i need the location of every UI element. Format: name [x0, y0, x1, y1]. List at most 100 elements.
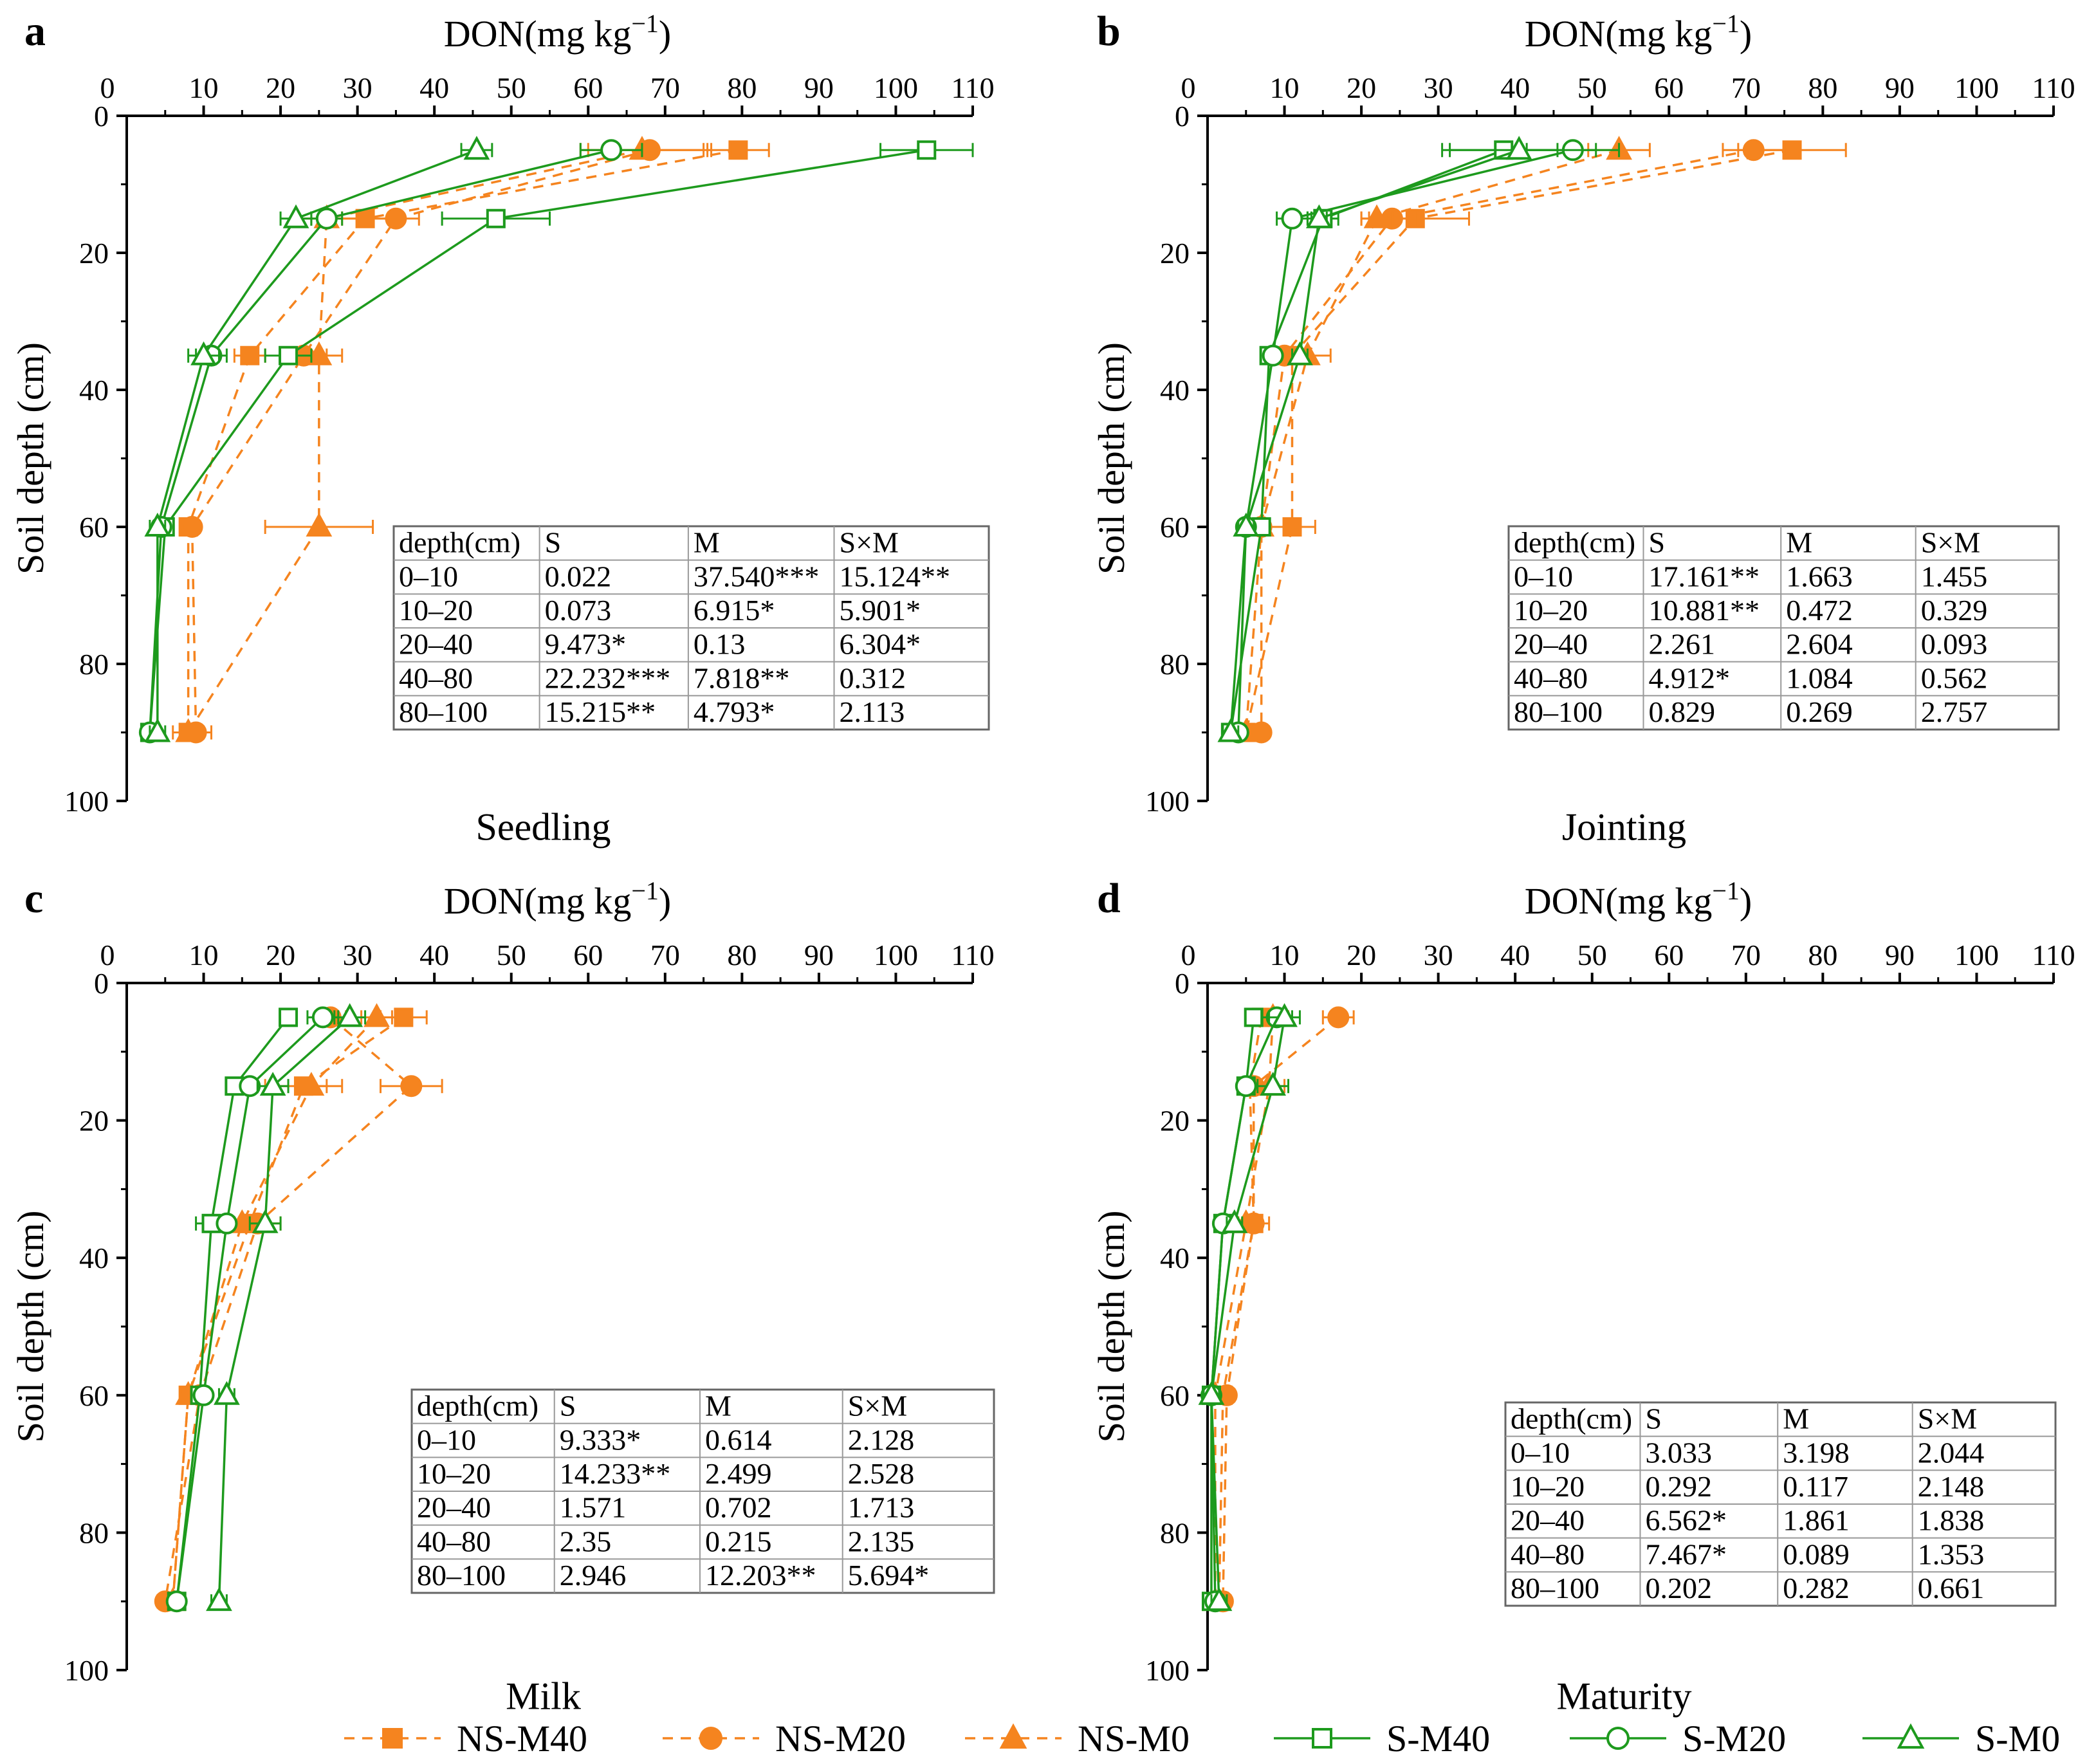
series-S-M20: [165, 1006, 340, 1613]
x-tick-label: 100: [874, 939, 918, 971]
data-point-S-M20: [1235, 1075, 1257, 1098]
table-cell: 5.694*: [848, 1559, 930, 1592]
table-cell: 20–40: [399, 628, 473, 661]
table-cell: 2.261: [1648, 628, 1715, 661]
data-point-NS-M0: [1363, 204, 1390, 228]
x-tick-label: 40: [419, 939, 449, 971]
data-point-S-M0: [1505, 136, 1532, 160]
table-cell: 2.35: [560, 1525, 612, 1557]
y-tick-label: 100: [1145, 1654, 1190, 1687]
table-cell: 1.571: [560, 1491, 627, 1524]
x-tick-label: 0: [100, 71, 115, 104]
panel-label: a: [24, 8, 46, 55]
y-tick-label: 60: [1160, 1379, 1190, 1412]
x-tick-label: 30: [1424, 939, 1453, 971]
table-cell: 15.124**: [840, 560, 951, 593]
x-tick-label: 60: [573, 939, 603, 971]
series-line-NS-M40: [171, 1016, 405, 1602]
panel-title: Maturity: [1557, 1675, 1692, 1717]
x-tick-label: 110: [951, 71, 994, 104]
y-tick-label: 40: [1160, 1242, 1190, 1274]
x-tick-label: 0: [1181, 939, 1196, 971]
x-tick-label: 0: [100, 939, 115, 971]
table-cell: 1.713: [848, 1491, 915, 1524]
table-header-cell: S×M: [840, 526, 899, 559]
x-axis-title-text: DON(mg kg: [444, 13, 632, 55]
x-tick-label: 60: [1654, 939, 1684, 971]
x-tick-label: 70: [1731, 71, 1761, 104]
data-point-S-M40: [1244, 1007, 1264, 1027]
x-tick-label: 20: [1347, 71, 1376, 104]
table-cell: 2.604: [1786, 628, 1853, 661]
data-point-S-M20: [192, 1384, 215, 1406]
data-point-S-M0: [144, 718, 171, 742]
data-point-S-M0: [1305, 204, 1332, 228]
series-line-NS-M0: [171, 1016, 378, 1602]
table-cell: 0.614: [705, 1423, 772, 1456]
x-tick-label: 80: [727, 71, 757, 104]
y-axis-title: Soil depth (cm): [1090, 342, 1132, 574]
series-NS-M0: [160, 1003, 393, 1612]
data-point-S-M0: [214, 1381, 240, 1405]
table-header-cell: S: [545, 526, 562, 559]
table-cell: 0–10: [399, 560, 458, 593]
series-line-S-M0: [1229, 149, 1520, 733]
data-point-S-M0: [1287, 341, 1313, 365]
anova-table: depth(cm) S M S×M 0–10 3.033 3.198 2.044 10–20 0.…: [1504, 1401, 2057, 1607]
x-tick-label: 50: [1577, 939, 1607, 971]
table-cell: 4.793*: [694, 695, 775, 728]
x-axis-title-text: DON(mg kg: [444, 880, 632, 922]
y-tick-label: 0: [1175, 100, 1190, 133]
x-axis-title: DON(mg kg−1): [444, 876, 671, 922]
y-tick-label: 60: [1160, 511, 1190, 544]
y-tick-label: 40: [79, 374, 109, 407]
x-tick-label: 40: [1500, 71, 1530, 104]
table-cell: 0.093: [1921, 628, 1988, 661]
y-tick-label: 20: [79, 1105, 109, 1137]
table-header-cell: M: [694, 526, 720, 559]
panel-title: Milk: [506, 1675, 581, 1717]
legend-item-S-M20: S-M20: [1570, 1718, 1786, 1759]
legend-label: S-M40: [1386, 1718, 1490, 1759]
data-point-S-M0: [1233, 512, 1260, 537]
data-point-S-M40: [279, 345, 299, 365]
table-cell: 5.901*: [840, 594, 921, 627]
y-tick-label: 0: [94, 967, 109, 1000]
table-cell: 22.232***: [545, 661, 671, 694]
panel-title: Seedling: [476, 805, 611, 848]
y-tick-label: 80: [1160, 1516, 1190, 1549]
y-tick-label: 60: [79, 511, 109, 544]
panel-c: c DON(mg kg−1) Soil depth (cm) Milk 0 10 20 30 4…: [10, 875, 995, 1717]
y-axis-title: Soil depth (cm): [10, 1211, 51, 1443]
table-cell: 40–80: [1514, 661, 1588, 694]
x-axis-title: DON(mg kg−1): [1525, 9, 1752, 55]
data-point-S-M0: [259, 1072, 286, 1096]
table-header-cell: depth(cm): [1514, 526, 1635, 559]
x-tick-label: 90: [1885, 71, 1915, 104]
y-tick-label: 40: [79, 1242, 109, 1274]
x-tick-label: 10: [189, 71, 219, 104]
data-point-S-M20: [1281, 207, 1303, 230]
y-axis-title: Soil depth (cm): [1090, 1211, 1132, 1443]
x-axis-title-sup: −1: [631, 9, 659, 38]
x-axis-title-sup: −1: [1712, 9, 1740, 38]
data-point-S-M0: [1271, 1003, 1298, 1027]
y-tick-label: 100: [1145, 785, 1190, 818]
table-cell: 3.198: [1783, 1436, 1850, 1469]
table-cell: 20–40: [417, 1491, 491, 1524]
data-point-S-M0: [190, 341, 217, 365]
table-cell: 0.202: [1645, 1572, 1712, 1604]
table-cell: 0–10: [1514, 560, 1573, 593]
table-header-cell: S: [1648, 526, 1665, 559]
legend-marker: [1606, 1727, 1630, 1750]
x-tick-label: 10: [189, 939, 219, 971]
series-S-M40: [1201, 1007, 1264, 1612]
y-tick-label: 80: [79, 1516, 109, 1549]
table-cell: 2.128: [848, 1423, 915, 1456]
series-line-NS-M20: [1222, 1016, 1339, 1602]
data-point-S-M20: [311, 1006, 334, 1029]
data-point-NS-M40: [355, 208, 375, 228]
x-tick-label: 80: [1808, 71, 1837, 104]
x-tick-label: 100: [1954, 71, 1999, 104]
legend-label: NS-M0: [1078, 1718, 1190, 1759]
